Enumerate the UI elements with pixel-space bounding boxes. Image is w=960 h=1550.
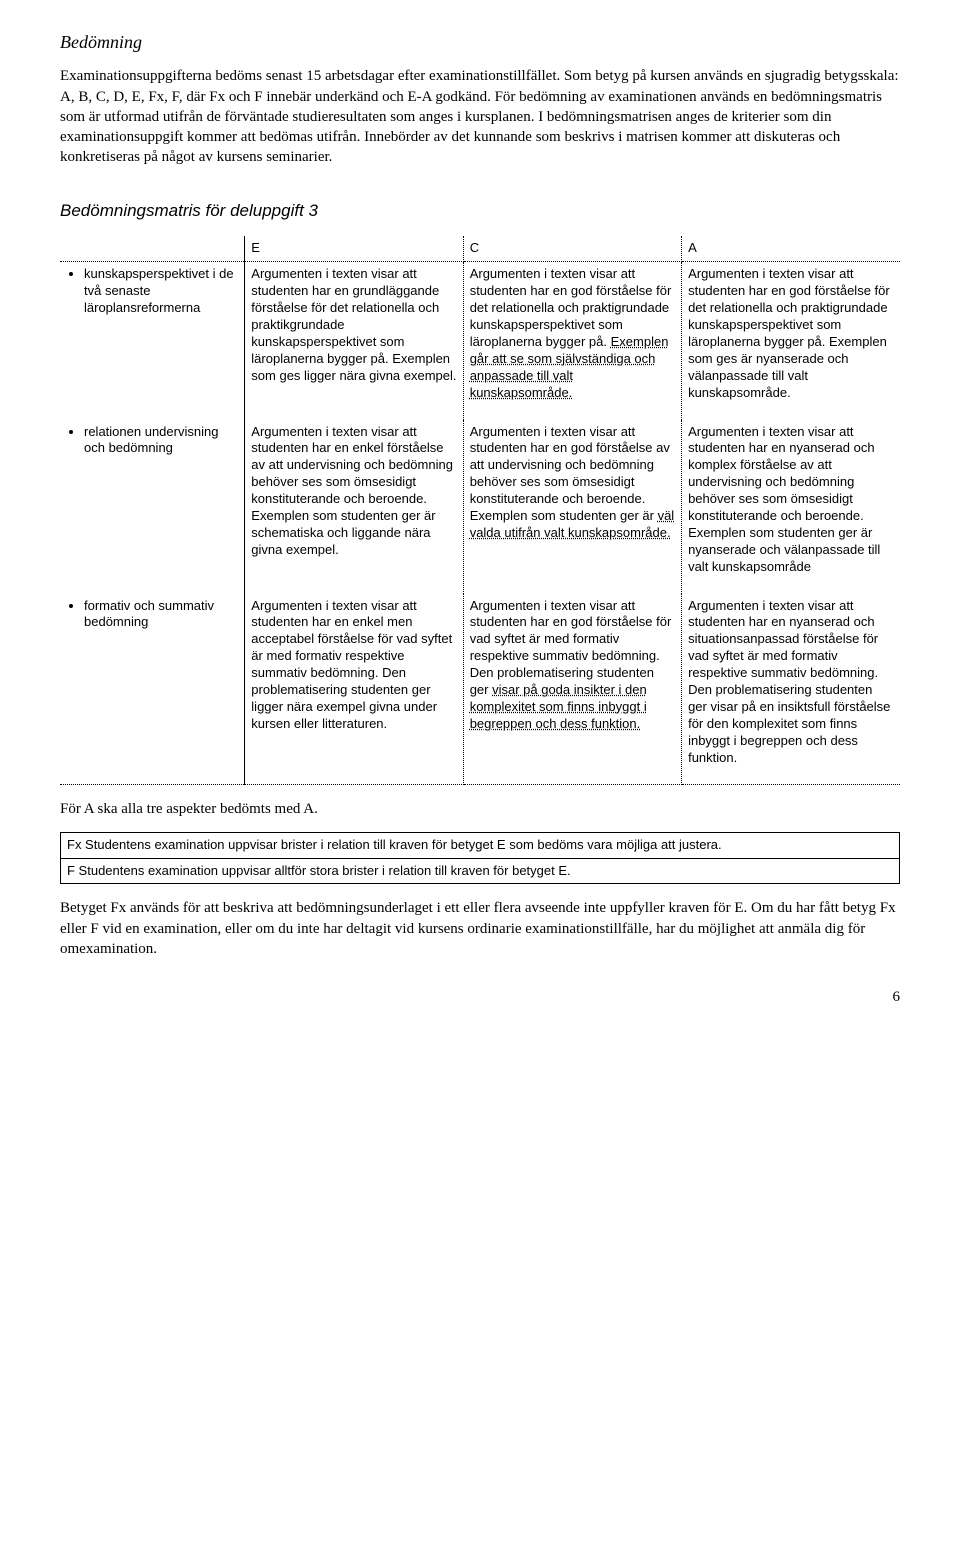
table-row: formativ och summativ bedömning Argument… <box>60 594 900 785</box>
cell-c: Argumenten i texten visar att studenten … <box>463 262 681 420</box>
cell-a: Argumenten i texten visar att studenten … <box>682 262 900 420</box>
assessment-matrix: E C A kunskapsperspektivet i de två sena… <box>60 236 900 785</box>
cell-a: Argumenten i texten visar att studenten … <box>682 594 900 785</box>
closing-paragraph: Betyget Fx används för att beskriva att … <box>60 898 900 959</box>
cell-e: Argumenten i texten visar att studenten … <box>245 262 463 420</box>
intro-paragraph: Examinationsuppgifterna bedöms senast 15… <box>60 66 900 167</box>
matrix-corner <box>60 236 245 261</box>
section-heading: Bedömning <box>60 30 900 54</box>
matrix-heading: Bedömningsmatris för deluppgift 3 <box>60 200 900 223</box>
cell-a: Argumenten i texten visar att studenten … <box>682 420 900 594</box>
aspect-label: relationen undervisning och bedömning <box>84 424 238 458</box>
cell-c: Argumenten i texten visar att studenten … <box>463 594 681 785</box>
page-number: 6 <box>60 987 900 1007</box>
col-header-a: A <box>682 236 900 261</box>
cell-e: Argumenten i texten visar att studenten … <box>245 420 463 594</box>
note-three-aspects: För A ska alla tre aspekter bedömts med … <box>60 799 900 819</box>
cell-c: Argumenten i texten visar att studenten … <box>463 420 681 594</box>
col-header-c: C <box>463 236 681 261</box>
col-header-e: E <box>245 236 463 261</box>
aspect-label: kunskapsperspektivet i de två senaste lä… <box>84 266 238 317</box>
cell-e: Argumenten i texten visar att studenten … <box>245 594 463 785</box>
table-row: relationen undervisning och bedömning Ar… <box>60 420 900 594</box>
f-row: F Studentens examination uppvisar alltfö… <box>67 863 893 880</box>
fx-f-box: Fx Studentens examination uppvisar brist… <box>60 832 900 885</box>
fx-row: Fx Studentens examination uppvisar brist… <box>67 837 893 854</box>
table-row: kunskapsperspektivet i de två senaste lä… <box>60 262 900 420</box>
aspect-label: formativ och summativ bedömning <box>84 598 238 632</box>
